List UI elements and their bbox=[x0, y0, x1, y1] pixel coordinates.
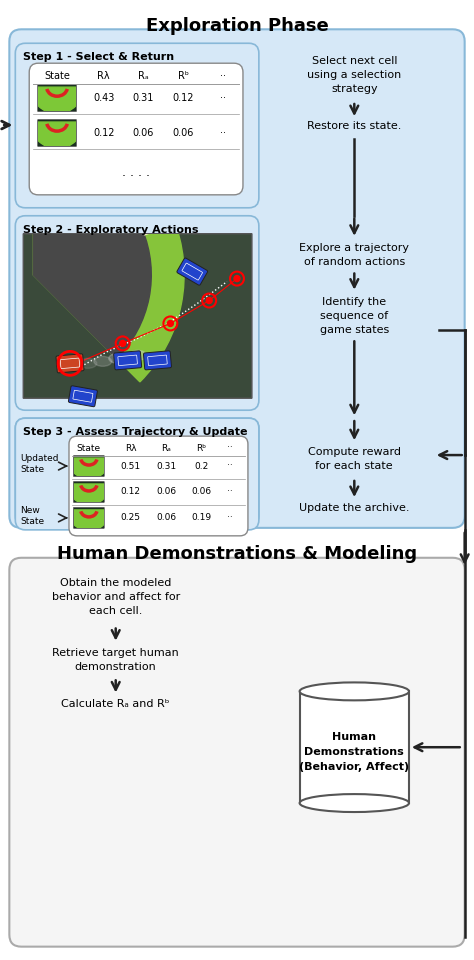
Text: Human
Demonstrations
(Behavior, Affect): Human Demonstrations (Behavior, Affect) bbox=[299, 732, 410, 772]
Text: 0.51: 0.51 bbox=[120, 462, 141, 470]
Ellipse shape bbox=[79, 358, 97, 369]
Text: State: State bbox=[77, 444, 101, 452]
Wedge shape bbox=[68, 484, 110, 505]
FancyBboxPatch shape bbox=[37, 84, 76, 111]
Text: 0.06: 0.06 bbox=[173, 128, 194, 138]
Wedge shape bbox=[68, 458, 110, 479]
Text: Step 2 - Exploratory Actions: Step 2 - Exploratory Actions bbox=[23, 225, 199, 235]
Text: Rₐ: Rₐ bbox=[162, 444, 172, 452]
Text: New
State: New State bbox=[20, 506, 45, 526]
Text: 0.19: 0.19 bbox=[191, 514, 211, 522]
Text: Step 3 - Assess Trajectory & Update: Step 3 - Assess Trajectory & Update bbox=[23, 427, 248, 437]
Text: Rₐ: Rₐ bbox=[138, 71, 149, 82]
Text: 0.06: 0.06 bbox=[156, 488, 176, 496]
Text: 0.12: 0.12 bbox=[93, 128, 115, 138]
FancyBboxPatch shape bbox=[69, 436, 248, 536]
Text: 0.31: 0.31 bbox=[133, 93, 154, 103]
FancyBboxPatch shape bbox=[23, 233, 252, 398]
Text: . . . .: . . . . bbox=[122, 166, 150, 180]
Text: Explore a trajectory
of random actions: Explore a trajectory of random actions bbox=[299, 243, 410, 267]
Text: ··: ·· bbox=[227, 514, 233, 522]
Wedge shape bbox=[71, 156, 83, 166]
Wedge shape bbox=[105, 176, 117, 187]
Text: Exploration Phase: Exploration Phase bbox=[146, 17, 328, 36]
Ellipse shape bbox=[128, 350, 146, 360]
Text: ··: ·· bbox=[227, 462, 233, 470]
Text: Restore its state.: Restore its state. bbox=[307, 121, 401, 132]
Text: and R: and R bbox=[0, 959, 1, 960]
Wedge shape bbox=[68, 510, 110, 531]
Text: 0.31: 0.31 bbox=[156, 462, 176, 470]
Text: Updated
State: Updated State bbox=[20, 454, 59, 474]
FancyBboxPatch shape bbox=[15, 216, 259, 410]
FancyBboxPatch shape bbox=[73, 508, 104, 528]
Ellipse shape bbox=[300, 794, 409, 812]
Text: Calculate Rₐ and Rᵇ: Calculate Rₐ and Rᵇ bbox=[62, 700, 170, 709]
Circle shape bbox=[234, 276, 240, 281]
Text: Rλ: Rλ bbox=[125, 444, 137, 452]
Circle shape bbox=[120, 341, 126, 347]
Ellipse shape bbox=[109, 353, 127, 363]
Ellipse shape bbox=[94, 356, 112, 367]
Text: ··: ·· bbox=[220, 93, 226, 103]
Wedge shape bbox=[119, 189, 131, 202]
FancyBboxPatch shape bbox=[114, 350, 142, 370]
Text: Human Demonstrations & Modeling: Human Demonstrations & Modeling bbox=[57, 545, 417, 563]
Wedge shape bbox=[33, 156, 151, 359]
Wedge shape bbox=[33, 124, 184, 382]
FancyBboxPatch shape bbox=[9, 30, 465, 528]
FancyBboxPatch shape bbox=[68, 386, 97, 407]
Text: 0.06: 0.06 bbox=[191, 488, 211, 496]
Wedge shape bbox=[131, 205, 142, 217]
Text: Rᵇ: Rᵇ bbox=[178, 71, 189, 82]
Text: Step 1 - Select & Return: Step 1 - Select & Return bbox=[23, 52, 174, 62]
Text: Retrieve target human
demonstration: Retrieve target human demonstration bbox=[52, 647, 179, 671]
Text: ··: ·· bbox=[227, 444, 233, 452]
Text: 0.06: 0.06 bbox=[156, 514, 176, 522]
Ellipse shape bbox=[300, 683, 409, 701]
FancyBboxPatch shape bbox=[15, 43, 259, 207]
Text: b: b bbox=[0, 959, 1, 960]
Text: 0.2: 0.2 bbox=[194, 462, 209, 470]
FancyBboxPatch shape bbox=[29, 63, 243, 195]
Circle shape bbox=[167, 321, 173, 326]
Text: Select next cell
using a selection
strategy: Select next cell using a selection strat… bbox=[307, 57, 401, 94]
Text: 0.06: 0.06 bbox=[133, 128, 154, 138]
Text: Obtain the modeled
behavior and affect for
each cell.: Obtain the modeled behavior and affect f… bbox=[52, 578, 180, 615]
Text: ··: ·· bbox=[220, 71, 226, 82]
FancyBboxPatch shape bbox=[9, 558, 465, 947]
FancyBboxPatch shape bbox=[15, 419, 259, 526]
Text: 0.12: 0.12 bbox=[173, 93, 194, 103]
Wedge shape bbox=[33, 150, 44, 156]
Circle shape bbox=[206, 298, 212, 303]
Wedge shape bbox=[31, 87, 83, 113]
Text: 0.25: 0.25 bbox=[120, 514, 141, 522]
Text: 0.43: 0.43 bbox=[93, 93, 115, 103]
FancyBboxPatch shape bbox=[177, 258, 208, 285]
Text: a: a bbox=[0, 959, 1, 960]
Wedge shape bbox=[53, 152, 64, 160]
FancyBboxPatch shape bbox=[15, 419, 259, 530]
Wedge shape bbox=[141, 224, 151, 235]
Wedge shape bbox=[89, 164, 101, 176]
FancyBboxPatch shape bbox=[73, 456, 104, 476]
Text: Calculate R: Calculate R bbox=[0, 959, 1, 960]
Text: Rᵇ: Rᵇ bbox=[196, 444, 206, 452]
FancyBboxPatch shape bbox=[37, 120, 76, 147]
Text: State: State bbox=[44, 71, 70, 82]
FancyBboxPatch shape bbox=[56, 354, 84, 372]
FancyBboxPatch shape bbox=[73, 482, 104, 502]
Text: 0.12: 0.12 bbox=[120, 488, 141, 496]
Text: Identify the
sequence of
game states: Identify the sequence of game states bbox=[319, 297, 389, 334]
Text: Compute reward
for each state: Compute reward for each state bbox=[308, 447, 401, 471]
Text: ··: ·· bbox=[227, 488, 233, 496]
Text: Rλ: Rλ bbox=[98, 71, 110, 82]
Text: Update the archive.: Update the archive. bbox=[299, 503, 410, 513]
Wedge shape bbox=[31, 122, 83, 149]
FancyBboxPatch shape bbox=[144, 350, 172, 370]
Text: ··: ·· bbox=[220, 128, 226, 138]
